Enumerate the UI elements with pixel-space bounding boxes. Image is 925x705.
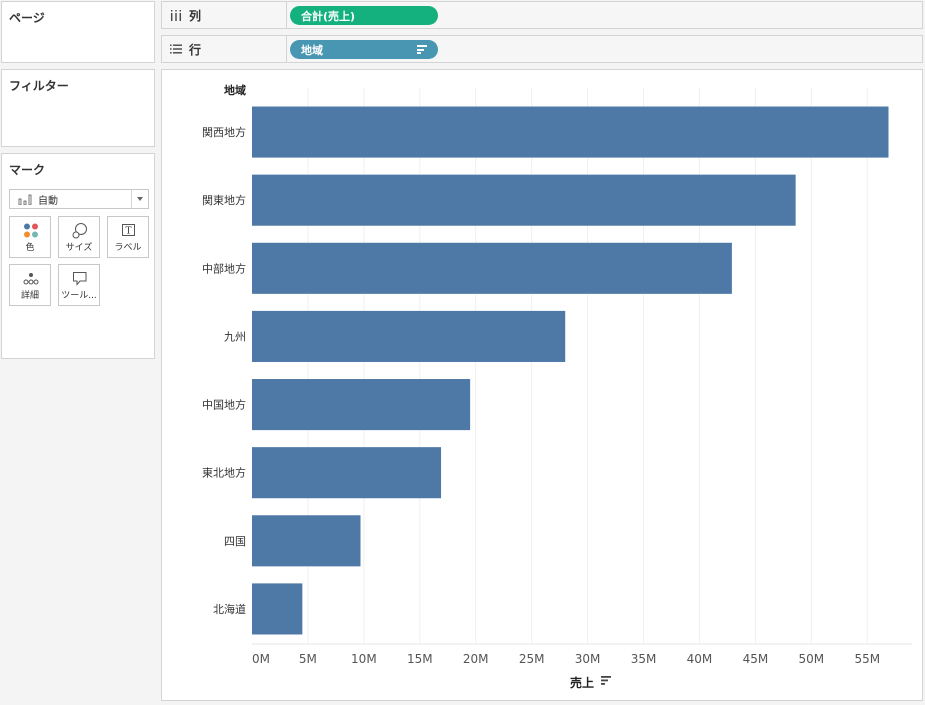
bar[interactable]	[252, 583, 303, 635]
sort-line	[601, 676, 611, 678]
region-pill-text: 地域	[301, 43, 323, 57]
x-tick-label: 15M	[407, 652, 433, 666]
filters-card-title: フィルター	[9, 79, 69, 93]
filters-card[interactable]: フィルター	[1, 69, 155, 147]
detail-button[interactable]: 詳細	[9, 264, 51, 306]
label-t-icon: T	[122, 224, 135, 237]
sort-line	[601, 679, 608, 682]
detail-dots-icon	[23, 273, 39, 285]
category-label: 中部地方	[202, 261, 246, 275]
bar[interactable]	[252, 515, 361, 567]
size-button-label: サイズ	[65, 243, 93, 253]
label-button[interactable]: T ラベル	[107, 216, 149, 258]
region-pill[interactable]: 地域	[290, 40, 438, 59]
bar[interactable]	[252, 447, 442, 499]
x-axis-title: 売上	[570, 675, 594, 690]
x-tick-label: 45M	[743, 652, 769, 666]
bar[interactable]	[252, 106, 889, 158]
rows-shelf-label: 行	[162, 36, 287, 62]
row-header-label: 地域	[224, 83, 246, 97]
mark-type-value: 自動	[38, 195, 58, 207]
columns-label-text: 列	[189, 8, 202, 23]
tooltip-button[interactable]: ツール...	[58, 264, 100, 306]
detail-button-label: 詳細	[20, 291, 39, 301]
sort-descending-icon[interactable]	[417, 45, 427, 54]
size-icon	[72, 223, 87, 239]
bar[interactable]	[252, 174, 796, 226]
category-label: 四国	[224, 535, 246, 548]
color-button-label: 色	[25, 243, 35, 253]
x-tick-label: 0M	[252, 652, 270, 666]
marks-card-title: マーク	[9, 163, 46, 177]
category-label: 関西地方	[202, 125, 246, 139]
columns-shelf-label: 列	[162, 2, 287, 28]
bar[interactable]	[252, 379, 471, 431]
svg-text:T: T	[125, 227, 131, 237]
rows-label-text: 行	[189, 42, 202, 57]
marks-card: マーク 自動 色 サイズ T ラベル	[1, 153, 155, 359]
category-label: 九州	[224, 330, 246, 343]
x-tick-label: 30M	[575, 652, 601, 666]
x-tick-label: 50M	[799, 652, 825, 666]
chevron-down-icon[interactable]	[131, 190, 148, 208]
size-button[interactable]: サイズ	[58, 216, 100, 258]
tooltip-icon	[73, 272, 87, 286]
sort-descending-icon[interactable]	[601, 676, 611, 685]
rows-shelf[interactable]: 行 地域	[161, 35, 923, 63]
x-tick-label: 55M	[854, 652, 880, 666]
category-label: 北海道	[213, 602, 246, 616]
x-tick-label: 5M	[299, 652, 317, 666]
x-tick-label: 10M	[351, 652, 377, 666]
bar-chart: 0M 5M 10M 15M 20M 25M 30M 35M 40M 45M 50M 55M 地域関西地方…	[202, 83, 912, 690]
label-button-label: ラベル	[114, 243, 142, 253]
x-tick-label: 40M	[687, 652, 713, 666]
x-tick-label: 25M	[519, 652, 545, 666]
columns-icon	[171, 10, 181, 21]
x-tick-label: 20M	[463, 652, 489, 666]
tooltip-button-label: ツール...	[61, 291, 97, 301]
category-label: 関東地方	[202, 193, 246, 207]
sales-sum-pill-text: 合計(売上)	[301, 9, 356, 23]
pages-card[interactable]: ページ	[1, 1, 155, 63]
rows-icon	[170, 44, 182, 54]
color-button[interactable]: 色	[9, 216, 51, 258]
category-label: 中国地方	[202, 398, 246, 412]
x-tick-label: 35M	[631, 652, 657, 666]
bar-chart-icon	[18, 194, 32, 205]
mark-type-dropdown[interactable]: 自動	[9, 189, 149, 209]
category-label: 東北地方	[202, 466, 246, 480]
sort-line	[601, 683, 605, 685]
bar[interactable]	[252, 242, 732, 294]
bar[interactable]	[252, 310, 566, 362]
pages-card-title: ページ	[9, 11, 45, 25]
sales-sum-pill[interactable]: 合計(売上)	[290, 6, 438, 25]
color-dots-icon	[24, 223, 38, 238]
chart-view: 0M 5M 10M 15M 20M 25M 30M 35M 40M 45M 50M 55M 地域関西地方…	[161, 69, 923, 701]
columns-shelf[interactable]: 列 合計(売上)	[161, 1, 923, 29]
